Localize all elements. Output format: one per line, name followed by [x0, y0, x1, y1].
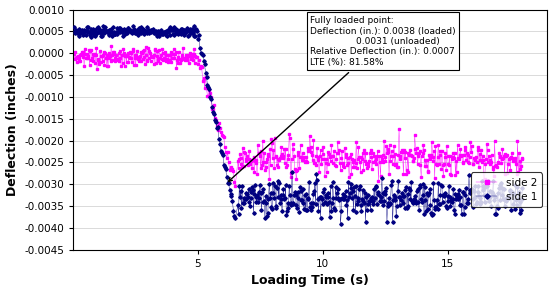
side 2 — [71, 52, 77, 55]
side 1 — [71, 25, 77, 29]
Y-axis label: Deflection (inches): Deflection (inches) — [6, 63, 19, 196]
side 2 — [332, 163, 338, 166]
side 2 — [232, 184, 239, 188]
Legend: side 2, side 1: side 2, side 1 — [471, 173, 542, 207]
side 1 — [519, 187, 526, 190]
X-axis label: Loading Time (s): Loading Time (s) — [251, 275, 369, 287]
side 1 — [331, 206, 337, 209]
side 2 — [108, 45, 114, 48]
side 1 — [398, 198, 404, 201]
side 1 — [130, 24, 137, 28]
side 2 — [184, 58, 191, 61]
side 1 — [184, 29, 191, 33]
Line: side 2: side 2 — [73, 45, 524, 187]
Text: Fully loaded point:
Deflection (in.): 0.0038 (loaded)
                0.0031 (un: Fully loaded point: Deflection (in.): 0.… — [228, 16, 456, 181]
side 2 — [519, 157, 526, 160]
side 2 — [190, 52, 197, 56]
side 2 — [108, 59, 115, 62]
side 1 — [190, 35, 197, 38]
side 1 — [82, 33, 89, 37]
side 2 — [398, 150, 404, 154]
side 1 — [337, 223, 344, 226]
Line: side 1: side 1 — [73, 25, 524, 226]
side 2 — [82, 56, 89, 59]
side 1 — [108, 30, 114, 34]
